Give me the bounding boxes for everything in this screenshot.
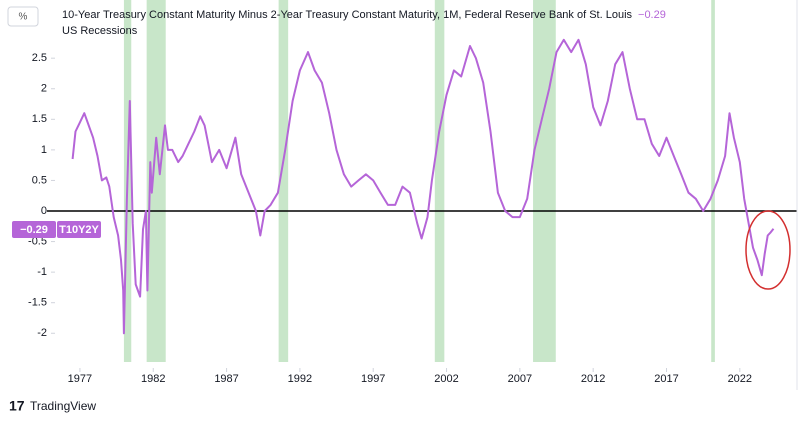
brand-logo: 17	[9, 398, 25, 414]
y-tick-label: -2	[37, 327, 47, 339]
recession-band	[711, 0, 715, 362]
series-line	[71, 38, 775, 335]
x-tick-label: 2017	[654, 373, 678, 385]
y-tick-label: 1	[41, 144, 47, 156]
recession-band	[533, 0, 556, 362]
x-tick-label: 1977	[68, 373, 92, 385]
price-tag: −0.29 T10Y2Y	[12, 221, 101, 238]
recession-band	[434, 0, 445, 362]
unit-label: %	[19, 12, 28, 23]
y-tick-label: 0.5	[32, 174, 47, 186]
price-tag-value: −0.29	[20, 224, 48, 236]
price-tag-name-bg	[57, 221, 101, 238]
header-last-value: −0.29	[638, 9, 666, 21]
y-tick-label: -1	[37, 266, 47, 278]
chart-title: 10-Year Treasury Constant Maturity Minus…	[62, 9, 633, 21]
x-tick-label: 2002	[434, 373, 458, 385]
unit-box	[7, 6, 39, 27]
y-tick-label: 0	[41, 205, 47, 217]
price-tag-name: T10Y2Y	[59, 224, 99, 236]
x-tick-label: 2022	[728, 373, 752, 385]
legend-recessions: US Recessions	[62, 25, 138, 37]
x-tick-label: 1992	[288, 373, 312, 385]
x-tick-label: 1987	[214, 373, 238, 385]
y-tick-label: -0.5	[28, 235, 47, 247]
recession-band	[278, 0, 289, 362]
brand-name: TradingView	[30, 399, 96, 413]
y-tick-label: 2.5	[32, 52, 47, 64]
highlight-circle	[745, 210, 791, 290]
y-tick-label: -1.5	[28, 297, 47, 309]
price-tag-value-bg	[12, 221, 56, 238]
x-tick-label: 2007	[508, 373, 532, 385]
x-tick-label: 1982	[141, 373, 165, 385]
axes: 2.5 2 1.5 1 0.5 0 -0.5 -1 -1.5 -2 1977 1982 1987 1992…	[28, 52, 797, 385]
recession-bands	[123, 0, 715, 362]
recession-band	[146, 0, 166, 362]
y-tick-label: 2	[41, 83, 47, 95]
plot	[71, 38, 775, 335]
x-tick-label: 2012	[581, 373, 605, 385]
y-tick-label: 1.5	[32, 113, 47, 125]
x-tick-label: 1997	[361, 373, 385, 385]
